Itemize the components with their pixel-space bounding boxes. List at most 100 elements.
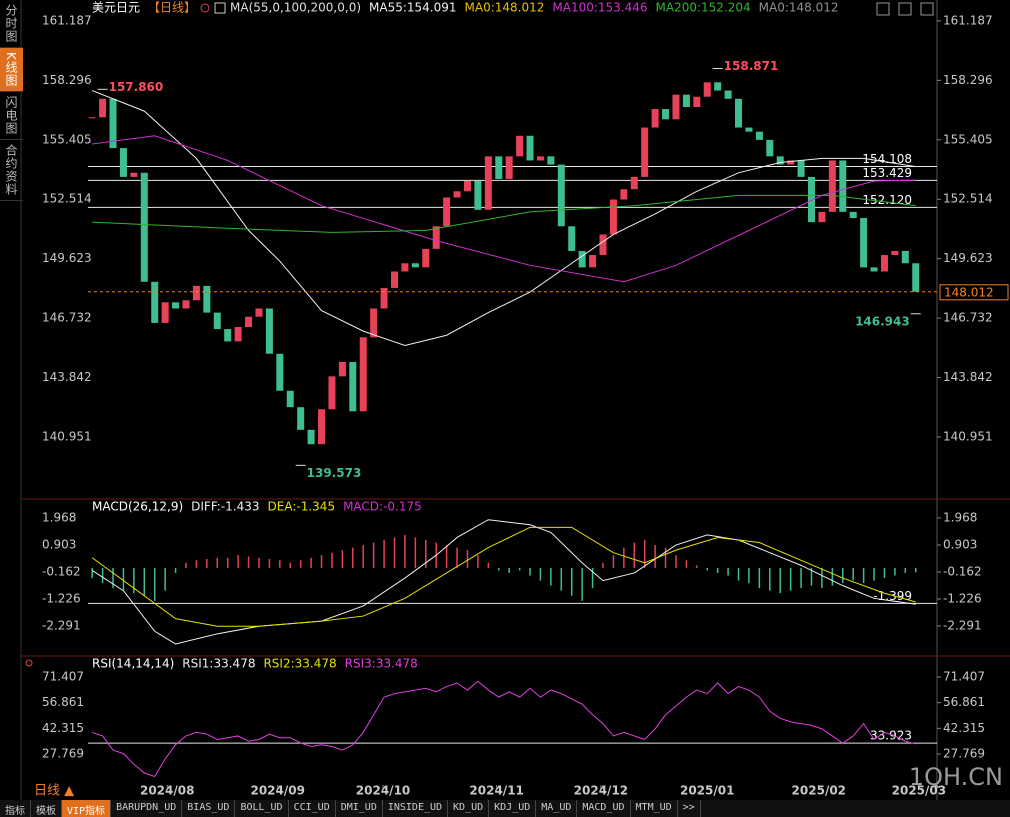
candle (484, 156, 492, 210)
legend-entry: RSI3:33.478 (345, 657, 418, 671)
side-tab[interactable]: 合约资料 (0, 140, 23, 201)
y-tick-label: 1.968 (943, 510, 977, 524)
indicator-tab[interactable]: VIP指标 (62, 800, 112, 817)
candle (516, 135, 524, 157)
candle (495, 156, 503, 179)
candle (370, 308, 378, 338)
indicator-tab[interactable]: BARUPDN_UD (111, 800, 183, 817)
candle (161, 302, 169, 323)
candle (99, 98, 107, 118)
side-tab[interactable]: 分时图 (0, 0, 23, 48)
indicator-tab[interactable]: KD_UD (448, 800, 490, 817)
candle (474, 181, 482, 210)
y-tick-label: 161.187 (943, 13, 993, 27)
side-tab[interactable]: K线图 (0, 48, 23, 92)
candle (755, 131, 763, 140)
y-tick-label: 143.842 (42, 370, 92, 384)
period-button[interactable]: 日线 ▲ (34, 784, 74, 799)
y-tick-label: 27.769 (42, 746, 84, 760)
candle (630, 176, 638, 190)
ma-line (92, 135, 916, 283)
x-tick-label: 2025/01 (680, 784, 734, 798)
candle (901, 250, 909, 264)
indicator-tab[interactable]: 指标 (0, 800, 31, 817)
candle (766, 139, 774, 157)
candle (318, 409, 326, 445)
extreme-label: 146.943 (855, 314, 910, 328)
x-tick-label: 2025/03 (892, 784, 946, 798)
indicator-tab[interactable]: MACD_UD (577, 800, 631, 817)
ma-line (91, 90, 916, 347)
price-box (939, 284, 1009, 301)
candle (140, 172, 148, 282)
extreme-label: 158.871 (724, 59, 779, 73)
x-tick-label: 2025/02 (792, 784, 846, 798)
candle (828, 160, 836, 212)
indicator-tab[interactable]: INSIDE_UD (383, 800, 449, 817)
candle (536, 156, 544, 161)
x-tick-label: 2024/12 (574, 784, 628, 798)
extreme-label: 139.573 (307, 466, 362, 480)
rsi-line (92, 680, 916, 778)
indicator-tab[interactable]: 模板 (31, 800, 62, 817)
y-tick-label: -2.291 (943, 618, 982, 632)
candle (526, 135, 534, 161)
candle (411, 263, 419, 268)
candle (693, 96, 701, 107)
candle (276, 353, 284, 391)
last-price-label: 148.012 (944, 285, 994, 299)
candle (891, 250, 899, 256)
y-tick-label: 152.514 (943, 192, 993, 206)
y-tick-label: 158.296 (42, 73, 92, 87)
legend-entry: MA200:152.204 (656, 1, 751, 15)
candle (422, 248, 430, 268)
legend-entry: DIFF:-1.433 (191, 500, 259, 514)
candle (662, 109, 670, 120)
x-tick-label: 2024/11 (469, 784, 523, 798)
candle (797, 160, 805, 177)
indicator-tab[interactable]: KDJ_UD (489, 800, 537, 817)
indicator-tab[interactable]: BOLL_UD (235, 800, 289, 817)
candle (641, 127, 649, 177)
indicator-tab[interactable]: >> (678, 800, 701, 817)
y-tick-label: 42.315 (943, 721, 985, 735)
indicator-tab[interactable]: CCI_UD (289, 800, 336, 817)
candle (359, 337, 367, 412)
candle (265, 308, 273, 354)
candle (432, 226, 440, 249)
period-label: 【日线】 (148, 1, 196, 15)
candle (151, 281, 159, 323)
extreme-label: 157.860 (109, 80, 164, 94)
candle (307, 429, 315, 445)
y-tick-label: 56.861 (943, 695, 985, 709)
candle (255, 308, 263, 317)
candle (578, 250, 586, 268)
legend-entry: RSI1:33.478 (182, 657, 255, 671)
y-tick-label: 56.861 (42, 695, 84, 709)
candle (849, 211, 857, 219)
y-tick-label: 155.405 (42, 132, 92, 146)
candle (724, 90, 732, 99)
indicator-tab[interactable]: MA_UD (536, 800, 578, 817)
x-tick-label: 2024/10 (356, 784, 410, 798)
candle (505, 156, 513, 179)
candle (839, 160, 847, 212)
candle (297, 407, 305, 430)
side-tab[interactable]: 闪电图 (0, 92, 23, 140)
candle (109, 98, 117, 149)
indicator-tab[interactable]: MTM_UD (631, 800, 678, 817)
y-tick-label: 1.968 (42, 510, 76, 524)
candle (860, 218, 868, 268)
legend-entry: RSI2:33.478 (263, 657, 336, 671)
indicator-tab[interactable]: BIAS_UD (182, 800, 236, 817)
candle (651, 109, 659, 128)
indicator-tab[interactable]: DMI_UD (336, 800, 383, 817)
candle (245, 316, 253, 328)
candle (703, 82, 711, 97)
candle (599, 234, 607, 256)
macd-line (91, 526, 916, 627)
candle (88, 117, 96, 119)
y-tick-label: 0.903 (943, 537, 977, 551)
sidebar: 分时图 K线图 闪电图 合约资料 (0, 0, 23, 201)
